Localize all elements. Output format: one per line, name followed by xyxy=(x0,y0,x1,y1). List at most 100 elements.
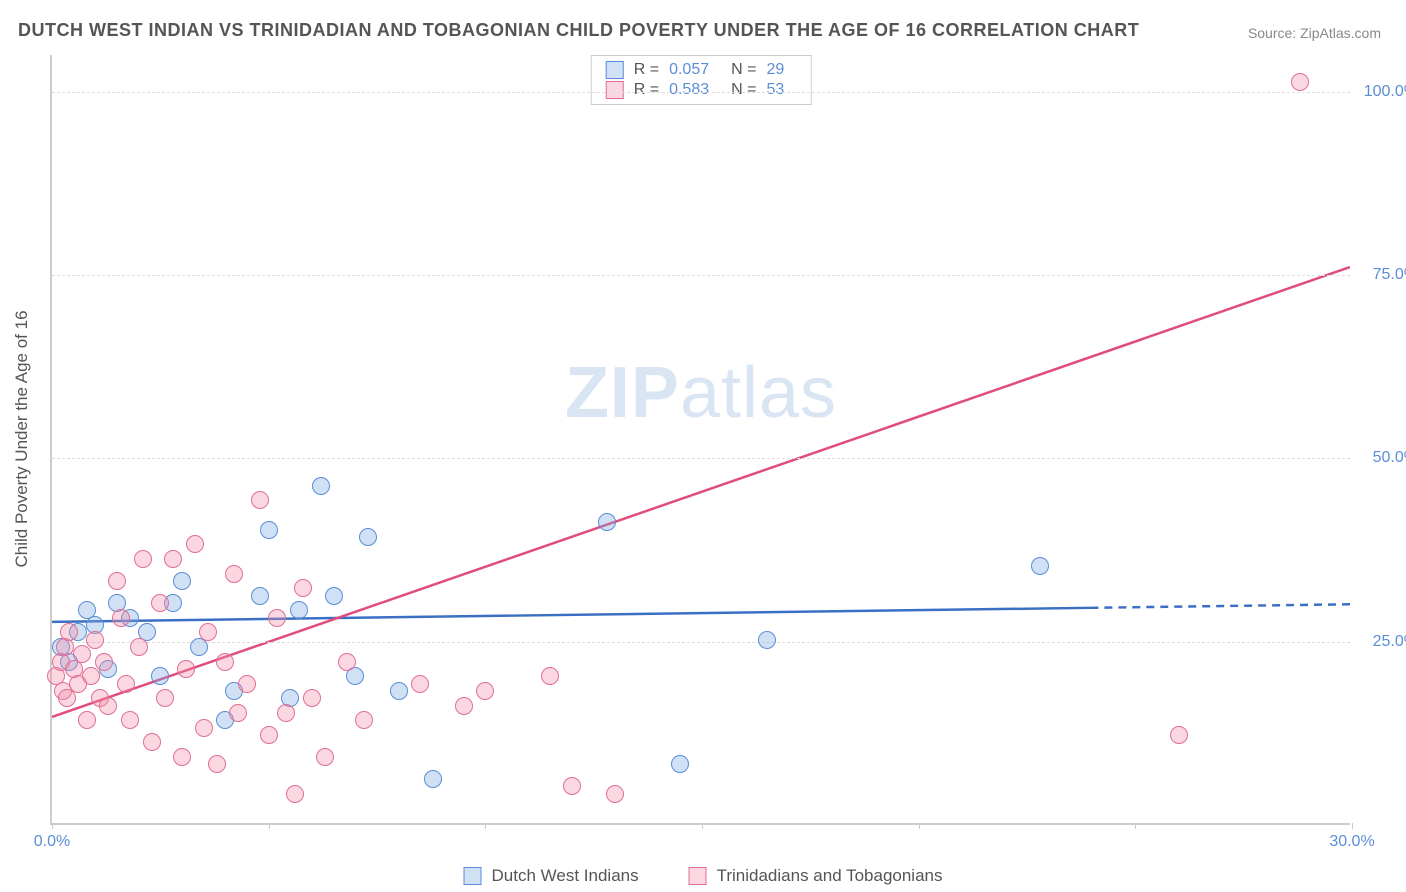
data-point xyxy=(173,748,191,766)
stat-r-label-2: R = xyxy=(634,81,659,99)
data-point xyxy=(130,638,148,656)
data-point xyxy=(312,477,330,495)
stats-row-2: R = 0.583 N = 53 xyxy=(606,80,797,100)
swatch-series-2 xyxy=(606,81,624,99)
data-point xyxy=(1031,557,1049,575)
legend-label-1: Dutch West Indians xyxy=(492,866,639,886)
watermark-bold: ZIP xyxy=(565,353,680,433)
data-point xyxy=(238,675,256,693)
x-tick xyxy=(1135,823,1136,829)
data-point xyxy=(424,770,442,788)
data-point xyxy=(208,755,226,773)
data-point xyxy=(316,748,334,766)
bottom-legend: Dutch West Indians Trinidadians and Toba… xyxy=(464,866,943,886)
data-point xyxy=(151,667,169,685)
data-point xyxy=(186,535,204,553)
chart-title: DUTCH WEST INDIAN VS TRINIDADIAN AND TOB… xyxy=(18,20,1139,41)
data-point xyxy=(143,733,161,751)
data-point xyxy=(82,667,100,685)
data-point xyxy=(121,711,139,729)
data-point xyxy=(112,609,130,627)
data-point xyxy=(108,572,126,590)
data-point xyxy=(229,704,247,722)
y-tick-label: 100.0% xyxy=(1364,83,1406,101)
data-point xyxy=(173,572,191,590)
x-tick-label: 0.0% xyxy=(34,833,70,851)
data-point xyxy=(606,785,624,803)
stats-box: R = 0.057 N = 29 R = 0.583 N = 53 xyxy=(591,55,812,105)
data-point xyxy=(476,682,494,700)
chart-plot-area: Child Poverty Under the Age of 16 ZIPatl… xyxy=(50,55,1350,825)
stat-r-value-2: 0.583 xyxy=(669,81,709,99)
data-point xyxy=(338,653,356,671)
data-point xyxy=(758,631,776,649)
grid-line xyxy=(52,642,1350,643)
data-point xyxy=(277,704,295,722)
stat-n-label-1: N = xyxy=(731,61,756,79)
data-point xyxy=(58,689,76,707)
data-point xyxy=(134,550,152,568)
x-tick xyxy=(269,823,270,829)
data-point xyxy=(164,550,182,568)
grid-line xyxy=(52,275,1350,276)
x-tick xyxy=(919,823,920,829)
data-point xyxy=(199,623,217,641)
y-tick-label: 75.0% xyxy=(1373,266,1406,284)
trend-lines-layer xyxy=(52,55,1350,823)
watermark-rest: atlas xyxy=(680,353,837,433)
data-point xyxy=(303,689,321,707)
legend-item-1: Dutch West Indians xyxy=(464,866,639,886)
data-point xyxy=(195,719,213,737)
data-point xyxy=(455,697,473,715)
y-tick-label: 50.0% xyxy=(1373,449,1406,467)
x-tick-label: 30.0% xyxy=(1329,833,1374,851)
y-axis-label: Child Poverty Under the Age of 16 xyxy=(12,310,32,567)
y-tick-label: 25.0% xyxy=(1373,633,1406,651)
source-label: Source: ZipAtlas.com xyxy=(1248,25,1381,41)
legend-swatch-2 xyxy=(689,867,707,885)
data-point xyxy=(260,726,278,744)
x-tick xyxy=(1352,823,1353,829)
data-point xyxy=(78,711,96,729)
data-point xyxy=(117,675,135,693)
legend-label-2: Trinidadians and Tobagonians xyxy=(717,866,943,886)
legend-item-2: Trinidadians and Tobagonians xyxy=(689,866,943,886)
data-point xyxy=(251,587,269,605)
grid-line xyxy=(52,458,1350,459)
data-point xyxy=(290,601,308,619)
data-point xyxy=(151,594,169,612)
data-point xyxy=(541,667,559,685)
data-point xyxy=(294,579,312,597)
legend-swatch-1 xyxy=(464,867,482,885)
data-point xyxy=(286,785,304,803)
data-point xyxy=(411,675,429,693)
data-point xyxy=(671,755,689,773)
data-point xyxy=(563,777,581,795)
x-tick xyxy=(702,823,703,829)
data-point xyxy=(156,689,174,707)
swatch-series-1 xyxy=(606,61,624,79)
data-point xyxy=(73,645,91,663)
data-point xyxy=(86,631,104,649)
grid-line xyxy=(52,92,1350,93)
data-point xyxy=(390,682,408,700)
x-tick xyxy=(52,823,53,829)
data-point xyxy=(177,660,195,678)
data-point xyxy=(225,565,243,583)
data-point xyxy=(598,513,616,531)
data-point xyxy=(268,609,286,627)
data-point xyxy=(95,653,113,671)
stat-r-label-1: R = xyxy=(634,61,659,79)
data-point xyxy=(325,587,343,605)
watermark: ZIPatlas xyxy=(565,352,837,434)
data-point xyxy=(251,491,269,509)
data-point xyxy=(60,623,78,641)
data-point xyxy=(1291,73,1309,91)
data-point xyxy=(359,528,377,546)
stat-n-value-2: 53 xyxy=(766,81,784,99)
stats-row-1: R = 0.057 N = 29 xyxy=(606,60,797,80)
data-point xyxy=(216,653,234,671)
x-tick xyxy=(485,823,486,829)
data-point xyxy=(355,711,373,729)
data-point xyxy=(1170,726,1188,744)
